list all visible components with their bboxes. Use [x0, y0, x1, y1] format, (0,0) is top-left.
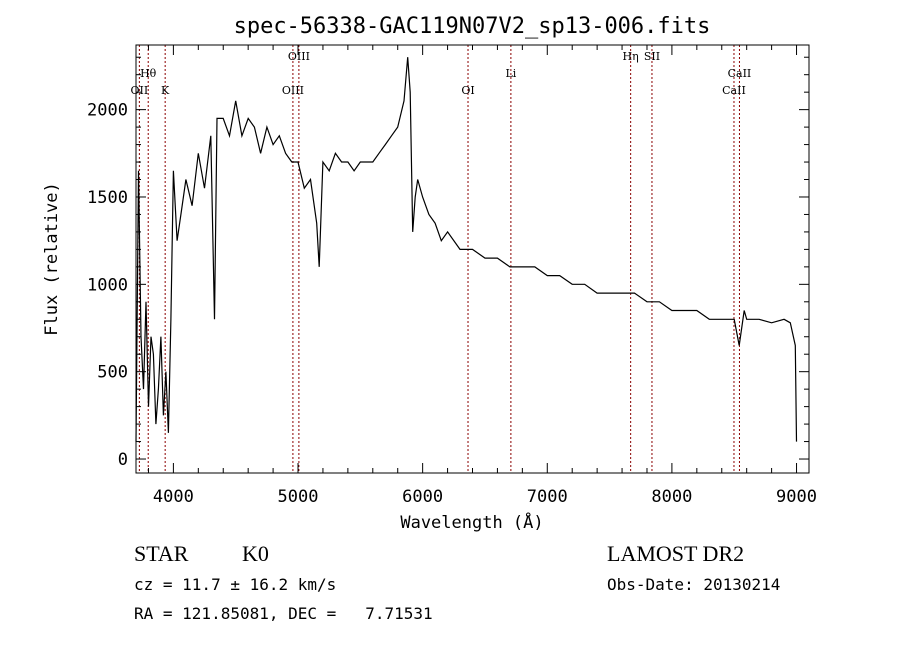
x-tick-label-1: 5000 [278, 487, 319, 507]
y-axis-label: Flux (relative) [42, 182, 62, 336]
line-label-7: Hη [623, 50, 639, 63]
line-labels: OII Hθ K OIII OIII OI Li Hη SII CaII CaII [131, 50, 752, 97]
x-tick-label-3: 7000 [527, 487, 568, 507]
y-tick-label-4: 2000 [87, 101, 128, 121]
x-tick-label-2: 6000 [402, 487, 443, 507]
coordinates: RA = 121.85081, DEC = 7.71531 [134, 604, 433, 623]
line-markers [138, 45, 740, 473]
line-label-3: OIII [282, 84, 304, 97]
redshift-cz: cz = 11.7 ± 16.2 km/s [134, 575, 337, 594]
line-label-4: OIII [288, 50, 310, 63]
line-label-5: OI [461, 84, 474, 97]
line-label-1: Hθ [140, 67, 157, 80]
line-label-10: CaII [728, 67, 752, 80]
x-tick-label-4: 8000 [651, 487, 692, 507]
line-label-9: CaII [722, 84, 746, 97]
object-class: STAR [134, 541, 189, 566]
axis-ticks: 4000 5000 6000 7000 8000 9000 0 500 1000 1500 2000 [87, 45, 817, 507]
line-label-6: Li [505, 67, 516, 80]
y-tick-label-3: 1500 [87, 188, 128, 208]
line-label-0: OII [131, 84, 149, 97]
x-axis-label: Wavelength (Å) [400, 511, 543, 533]
y-tick-label-2: 1000 [87, 275, 128, 295]
y-tick-label-0: 0 [118, 450, 128, 470]
survey-name: LAMOST DR2 [607, 541, 745, 566]
chart-title: spec-56338-GAC119N07V2_sp13-006.fits [234, 14, 711, 39]
x-tick-label-5: 9000 [776, 487, 817, 507]
line-label-2: K [161, 84, 170, 97]
spectrum-chart: spec-56338-GAC119N07V2_sp13-006.fits OII… [42, 14, 817, 533]
observation-date: Obs-Date: 20130214 [607, 575, 781, 594]
line-label-8: SII [644, 50, 660, 63]
y-tick-label-1: 500 [97, 363, 128, 383]
spectrum-line [135, 57, 798, 442]
object-subclass: K0 [242, 541, 269, 566]
x-tick-label-0: 4000 [153, 487, 194, 507]
